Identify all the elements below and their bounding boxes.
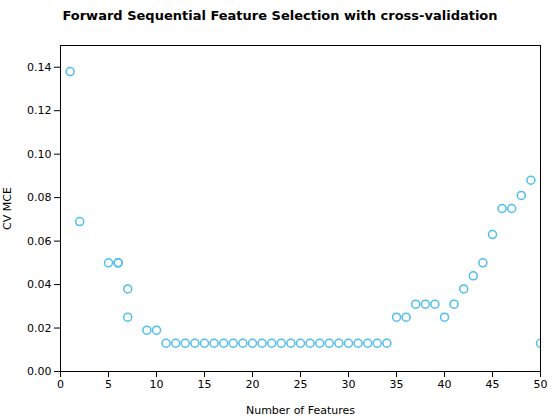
- svg-text:Number of Features: Number of Features: [246, 404, 355, 417]
- svg-text:25: 25: [294, 378, 308, 391]
- svg-text:45: 45: [486, 378, 500, 391]
- svg-text:0.12: 0.12: [27, 104, 52, 117]
- svg-text:0.00: 0.00: [27, 365, 52, 378]
- svg-text:0.06: 0.06: [27, 235, 52, 248]
- html-text:Forward Sequential Feature Sel: Forward Sequential Feature Selection wit…: [62, 8, 498, 23]
- svg-text:30: 30: [342, 378, 356, 391]
- svg-text:15: 15: [198, 378, 212, 391]
- svg-text:0: 0: [57, 378, 64, 391]
- svg-text:0.10: 0.10: [27, 148, 52, 161]
- svg-text:20: 20: [246, 378, 260, 391]
- svg-text:0.02: 0.02: [27, 322, 52, 335]
- svg-text:35: 35: [390, 378, 404, 391]
- svg-text:0.04: 0.04: [27, 278, 52, 291]
- svg-text:5: 5: [105, 378, 112, 391]
- svg-text:10: 10: [150, 378, 164, 391]
- svg-text:50: 50: [534, 378, 548, 391]
- svg-text:40: 40: [438, 378, 452, 391]
- svg-text:CV MCE: CV MCE: [1, 187, 14, 230]
- svg-text:0.08: 0.08: [27, 191, 52, 204]
- svg-text:0.14: 0.14: [27, 61, 52, 74]
